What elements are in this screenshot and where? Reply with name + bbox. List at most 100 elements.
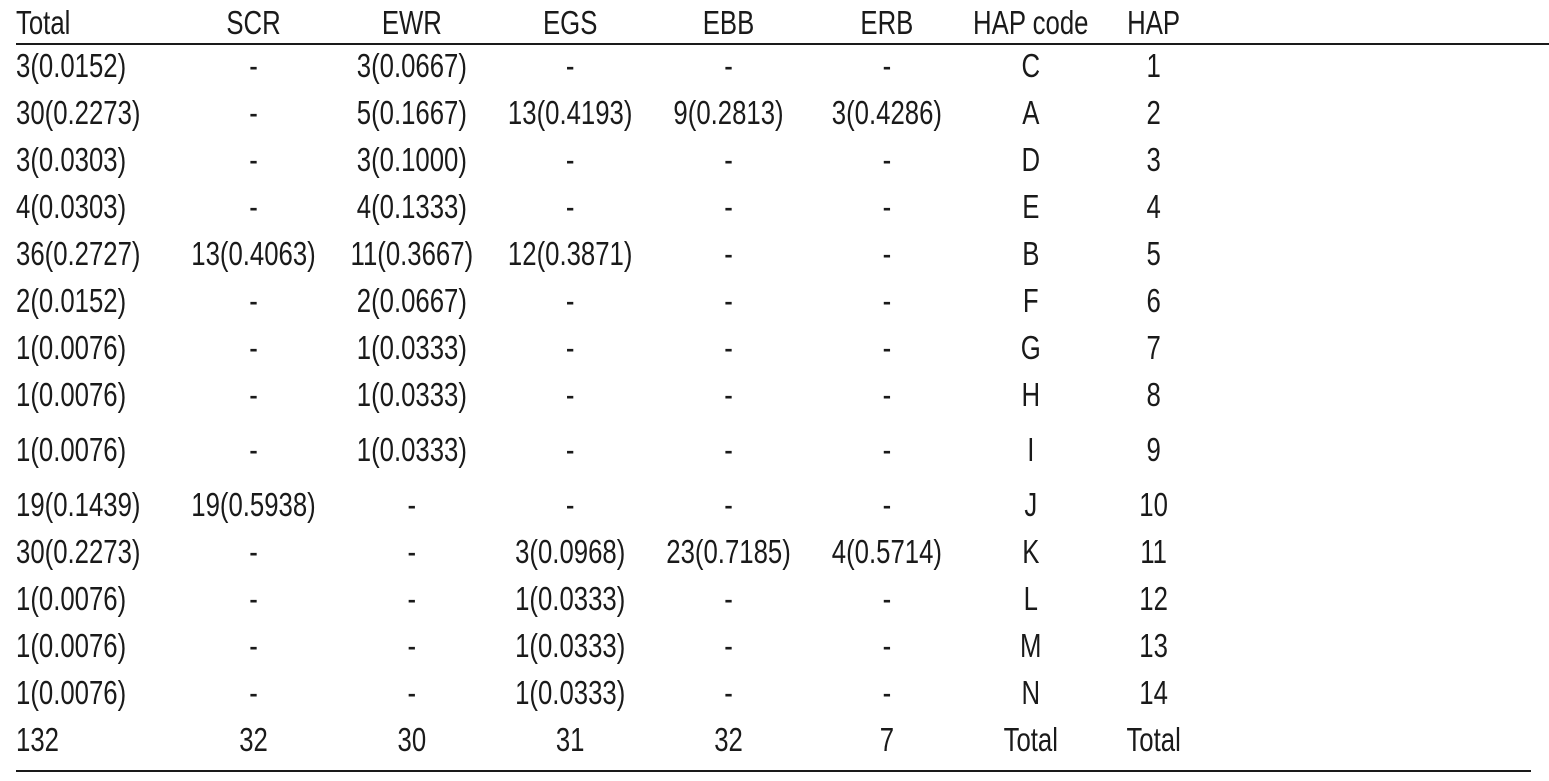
cell-erb: - (882, 376, 892, 413)
cell-hap: 9 (1146, 431, 1161, 468)
cell-erb: - (882, 188, 892, 225)
cell-ebb: - (724, 235, 733, 272)
cell-scr: 19(0.5938) (191, 486, 316, 523)
cell-egs: - (565, 376, 575, 413)
cell-scr: - (249, 141, 258, 178)
cell-ebb: - (724, 47, 733, 84)
cell-total: 1(0.0076) (16, 329, 127, 366)
cell-total: 2(0.0152) (16, 282, 127, 319)
cell-egs: - (565, 431, 575, 468)
cell-scr: - (249, 431, 258, 468)
cell-erb: - (882, 580, 892, 617)
cell-hap-code: E (1022, 188, 1040, 225)
cell-total: 3(0.0152) (16, 47, 127, 84)
column-header-scr: SCR (226, 4, 281, 41)
cell-egs: 12(0.3871) (507, 235, 633, 272)
cell-scr: - (249, 188, 258, 225)
cell-egs: - (565, 329, 575, 366)
cell-hap: 13 (1139, 627, 1168, 664)
column-header-ewr: EWR (381, 4, 442, 41)
cell-hap-code: F (1022, 282, 1039, 319)
cell-total: 19(0.1439) (16, 486, 141, 523)
cell-ebb: - (724, 282, 733, 319)
cell-scr: - (249, 580, 258, 617)
cell-scr: - (249, 674, 258, 711)
column-header-hap-code: HAP code (973, 4, 1089, 41)
column-header-erb: ERB (860, 4, 914, 41)
cell-hap-code: K (1022, 533, 1040, 570)
cell-ewr: 1(0.0333) (356, 376, 467, 413)
cell-hap-code: N (1021, 674, 1041, 711)
cell-egs: 1(0.0333) (515, 580, 626, 617)
bottom-rule (16, 770, 1531, 772)
cell-ebb: - (724, 329, 733, 366)
cell-ebb: - (724, 580, 733, 617)
cell-hap-code: J (1024, 486, 1038, 523)
cell-erb: 7 (879, 721, 895, 758)
cell-hap-code: M (1020, 627, 1042, 664)
cell-ewr: 5(0.1667) (356, 94, 467, 131)
cell-hap: 12 (1139, 580, 1168, 617)
cell-ewr: 2(0.0667) (356, 282, 467, 319)
cell-scr: - (249, 47, 258, 84)
cell-scr: - (249, 282, 258, 319)
cell-ewr: - (407, 486, 417, 523)
cell-ewr: - (407, 674, 417, 711)
cell-ebb: 9(0.2813) (673, 94, 784, 131)
cell-total: 1(0.0076) (16, 376, 127, 413)
cell-hap-code: C (1021, 47, 1041, 84)
cell-egs: 13(0.4193) (507, 94, 633, 131)
cell-ewr: 4(0.1333) (356, 188, 467, 225)
cell-erb: - (882, 329, 892, 366)
cell-hap-code: L (1023, 580, 1038, 617)
cell-erb: 4(0.5714) (831, 533, 942, 570)
cell-scr: - (249, 94, 258, 131)
table-grid: Total SCR EWR EGS EBB ERB HAP code HAP 3(0.0152)… (16, 0, 1549, 763)
cell-total: 132 (16, 721, 59, 758)
cell-erb: - (882, 282, 892, 319)
cell-total: 1(0.0076) (16, 431, 127, 468)
cell-ebb: - (724, 486, 733, 523)
cell-hap: 6 (1146, 282, 1161, 319)
haplotype-table: Total SCR EWR EGS EBB ERB HAP code HAP 3(0.0152)… (16, 0, 1549, 763)
cell-egs: - (565, 47, 575, 84)
cell-erb: - (882, 674, 892, 711)
cell-ewr: - (407, 533, 417, 570)
cell-hap: 10 (1139, 486, 1168, 523)
cell-scr: - (249, 376, 258, 413)
cell-ewr: 11(0.3667) (350, 235, 474, 272)
cell-scr: - (249, 329, 258, 366)
cell-ebb: - (724, 674, 733, 711)
cell-ebb: - (724, 188, 733, 225)
cell-egs: - (565, 188, 575, 225)
cell-egs: 1(0.0333) (515, 627, 626, 664)
cell-hap: 4 (1146, 188, 1161, 225)
cell-hap-code: Total (1003, 721, 1058, 758)
cell-total: 3(0.0303) (16, 141, 127, 178)
cell-ewr: 1(0.0333) (356, 431, 467, 468)
cell-egs: 1(0.0333) (515, 674, 626, 711)
cell-hap-code: I (1027, 431, 1035, 468)
cell-total: 1(0.0076) (16, 580, 127, 617)
cell-ebb: - (724, 627, 733, 664)
cell-total: 36(0.2727) (16, 235, 141, 272)
column-header-ebb: EBB (702, 4, 755, 41)
cell-ewr: 1(0.0333) (356, 329, 467, 366)
cell-ewr: - (407, 580, 417, 617)
cell-total: 30(0.2273) (16, 94, 141, 131)
cell-hap: 14 (1139, 674, 1168, 711)
cell-scr: - (249, 533, 258, 570)
cell-hap: 11 (1140, 533, 1167, 570)
cell-erb: - (882, 141, 892, 178)
cell-egs: 31 (555, 721, 585, 758)
cell-ewr: 30 (397, 721, 427, 758)
cell-ebb: - (724, 376, 733, 413)
header-rule (16, 43, 1549, 45)
cell-hap-code: G (1020, 329, 1041, 366)
cell-scr: 32 (239, 721, 268, 758)
cell-ebb: - (724, 141, 733, 178)
cell-hap-code: D (1021, 141, 1041, 178)
cell-scr: 13(0.4063) (191, 235, 316, 272)
cell-ebb: 32 (714, 721, 743, 758)
cell-hap: 1 (1146, 47, 1161, 84)
